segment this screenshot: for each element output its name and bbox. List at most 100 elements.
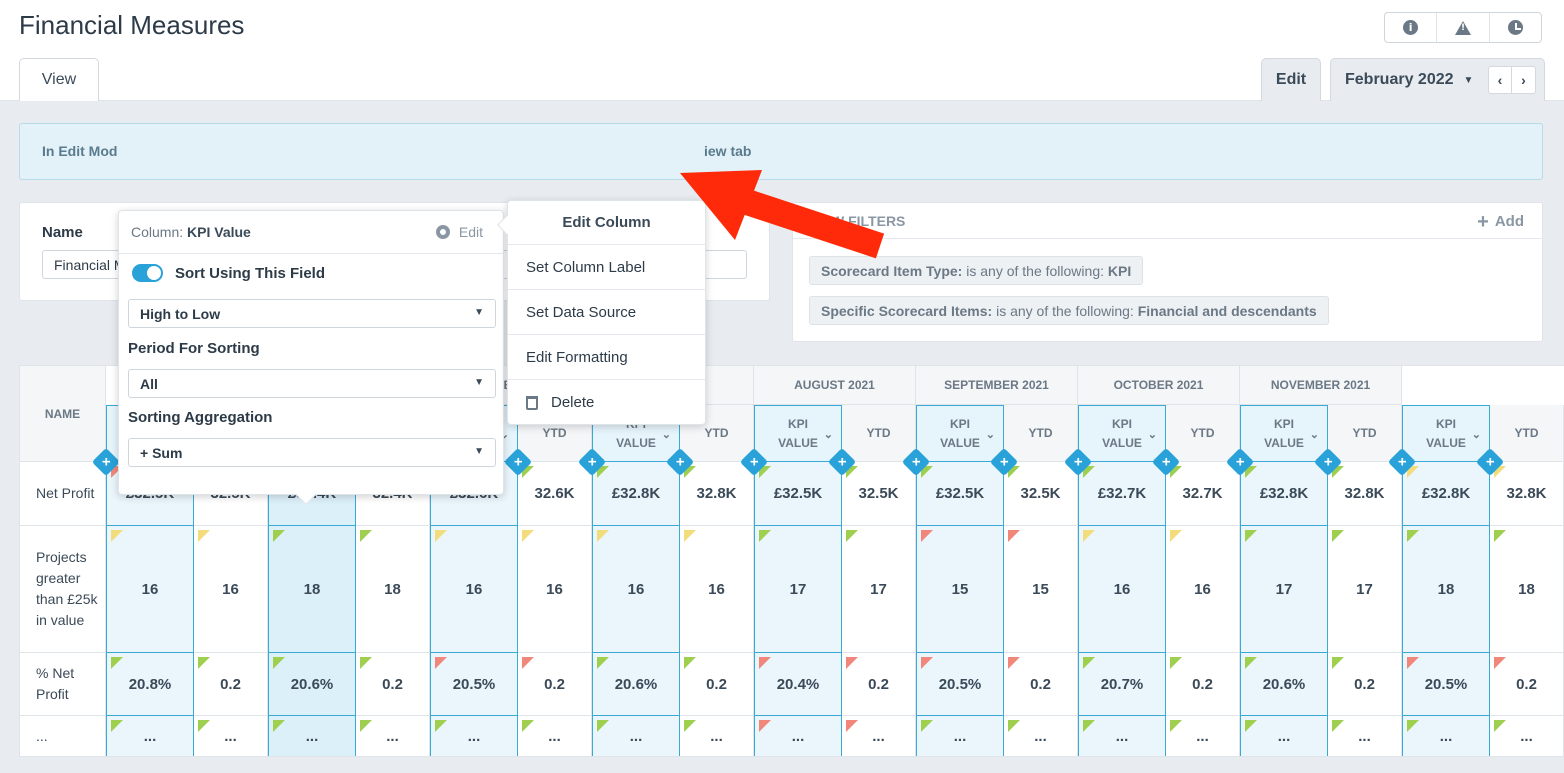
table-cell[interactable]: 18 — [356, 526, 430, 653]
ytd-column-header[interactable]: YTD — [1166, 405, 1240, 462]
table-cell[interactable]: £32.8K — [1402, 462, 1490, 526]
table-cell[interactable]: 32.5K — [842, 462, 916, 526]
table-cell[interactable]: 17 — [754, 526, 842, 653]
table-cell[interactable]: ... — [1004, 716, 1078, 756]
tab-edit[interactable]: Edit — [1261, 58, 1321, 101]
kpi-value-column-header[interactable]: KPI VALUE ⌄ — [916, 405, 1004, 462]
chevron-down-icon[interactable]: ⌄ — [985, 429, 995, 441]
kpi-value-column-header[interactable]: KPI VALUE ⌄ — [754, 405, 842, 462]
table-cell[interactable]: 16 — [680, 526, 754, 653]
table-cell[interactable]: 18 — [1490, 526, 1564, 653]
ytd-column-header[interactable]: YTD — [1328, 405, 1402, 462]
sort-toggle[interactable] — [132, 264, 163, 282]
table-cell[interactable]: 0.2 — [842, 653, 916, 716]
table-cell[interactable]: 20.5% — [430, 653, 518, 716]
table-cell[interactable]: 20.5% — [1402, 653, 1490, 716]
tab-view[interactable]: View — [19, 58, 99, 101]
table-cell[interactable]: 17 — [842, 526, 916, 653]
ytd-column-header[interactable]: YTD — [1490, 405, 1564, 462]
table-cell[interactable]: 32.8K — [1328, 462, 1402, 526]
table-cell[interactable]: 20.6% — [592, 653, 680, 716]
menu-item-set-data-source[interactable]: Set Data Source — [508, 290, 705, 335]
chevron-down-icon[interactable]: ⌄ — [1309, 429, 1319, 441]
warning-button[interactable]: ! — [1437, 13, 1490, 42]
table-cell[interactable]: 20.6% — [1240, 653, 1328, 716]
history-button[interactable] — [1490, 13, 1541, 42]
next-period-button[interactable]: › — [1512, 66, 1536, 94]
table-cell[interactable]: 0.2 — [194, 653, 268, 716]
table-cell[interactable]: 17 — [1240, 526, 1328, 653]
table-cell[interactable]: 16 — [518, 526, 592, 653]
table-cell[interactable]: 16 — [430, 526, 518, 653]
table-cell[interactable]: ... — [754, 716, 842, 756]
table-cell[interactable]: ... — [1328, 716, 1402, 756]
menu-item-edit-formatting[interactable]: Edit Formatting — [508, 335, 705, 380]
table-cell[interactable]: 16 — [1078, 526, 1166, 653]
table-cell[interactable]: ... — [194, 716, 268, 756]
table-cell[interactable]: ... — [1078, 716, 1166, 756]
table-cell[interactable]: ... — [106, 716, 194, 756]
table-cell[interactable]: ... — [842, 716, 916, 756]
period-sorting-select[interactable]: All ▼ — [128, 369, 496, 398]
menu-item-set-column-label[interactable]: Set Column Label — [508, 245, 705, 290]
table-cell[interactable]: ... — [430, 716, 518, 756]
sort-order-select[interactable]: High to Low ▼ — [128, 299, 496, 328]
table-cell[interactable]: 18 — [1402, 526, 1490, 653]
table-cell[interactable]: 20.4% — [754, 653, 842, 716]
table-cell[interactable]: 0.2 — [1490, 653, 1564, 716]
table-cell[interactable]: ... — [1240, 716, 1328, 756]
ytd-column-header[interactable]: YTD — [842, 405, 916, 462]
table-cell[interactable]: 0.2 — [356, 653, 430, 716]
ytd-column-header[interactable]: YTD — [1004, 405, 1078, 462]
table-cell[interactable]: 20.5% — [916, 653, 1004, 716]
name-column-header[interactable]: NAME — [20, 366, 106, 462]
table-cell[interactable]: 32.7K — [1166, 462, 1240, 526]
chevron-down-icon[interactable]: ⌄ — [661, 429, 671, 441]
table-cell[interactable]: 18 — [268, 526, 356, 653]
table-cell[interactable]: ... — [268, 716, 356, 756]
info-button[interactable]: i — [1385, 13, 1438, 42]
table-cell[interactable]: 32.8K — [1490, 462, 1564, 526]
chevron-down-icon[interactable]: ⌄ — [1147, 429, 1157, 441]
table-cell[interactable]: ... — [1402, 716, 1490, 756]
table-cell[interactable]: 20.7% — [1078, 653, 1166, 716]
filter-chip[interactable]: Scorecard Item Type: is any of the follo… — [809, 256, 1144, 285]
add-filter-button[interactable]: + Add — [1477, 211, 1524, 234]
table-cell[interactable]: 0.2 — [1328, 653, 1402, 716]
table-cell[interactable]: 16 — [1166, 526, 1240, 653]
table-cell[interactable]: ... — [680, 716, 754, 756]
table-cell[interactable]: ... — [356, 716, 430, 756]
table-cell[interactable]: 15 — [1004, 526, 1078, 653]
menu-item-delete[interactable]: Delete — [508, 380, 705, 425]
filter-chip[interactable]: Specific Scorecard Items: is any of the … — [809, 296, 1329, 325]
table-cell[interactable]: £32.7K — [1078, 462, 1166, 526]
table-cell[interactable]: 0.2 — [1004, 653, 1078, 716]
table-cell[interactable]: £32.8K — [1240, 462, 1328, 526]
chevron-down-icon[interactable]: ⌄ — [1471, 429, 1481, 441]
chevron-down-icon[interactable]: ⌄ — [499, 429, 509, 441]
table-cell[interactable]: 17 — [1328, 526, 1402, 653]
kpi-value-column-header[interactable]: KPI VALUE ⌄ — [1402, 405, 1490, 462]
kpi-value-column-header[interactable]: KPI VALUE ⌄ — [1078, 405, 1166, 462]
table-cell[interactable]: ... — [592, 716, 680, 756]
popover-edit-button[interactable]: Edit — [435, 224, 483, 240]
sorting-aggregation-select[interactable]: + Sum ▼ — [128, 438, 496, 467]
table-cell[interactable]: 20.6% — [268, 653, 356, 716]
table-cell[interactable]: ... — [916, 716, 1004, 756]
table-cell[interactable]: £32.5K — [754, 462, 842, 526]
chevron-down-icon[interactable]: ⌄ — [823, 429, 833, 441]
table-cell[interactable]: ... — [1166, 716, 1240, 756]
table-cell[interactable]: 15 — [916, 526, 1004, 653]
table-cell[interactable]: 32.5K — [1004, 462, 1078, 526]
prev-period-button[interactable]: ‹ — [1488, 66, 1512, 94]
table-cell[interactable]: ... — [1490, 716, 1564, 756]
table-cell[interactable]: £32.8K — [592, 462, 680, 526]
table-cell[interactable]: 0.2 — [1166, 653, 1240, 716]
table-cell[interactable]: 32.8K — [680, 462, 754, 526]
table-cell[interactable]: 0.2 — [518, 653, 592, 716]
table-cell[interactable]: 16 — [592, 526, 680, 653]
table-cell[interactable]: ... — [518, 716, 592, 756]
kpi-value-column-header[interactable]: KPI VALUE ⌄ — [1240, 405, 1328, 462]
period-selector[interactable]: February 2022 ▼ ‹ › — [1330, 58, 1545, 101]
table-cell[interactable]: 20.8% — [106, 653, 194, 716]
